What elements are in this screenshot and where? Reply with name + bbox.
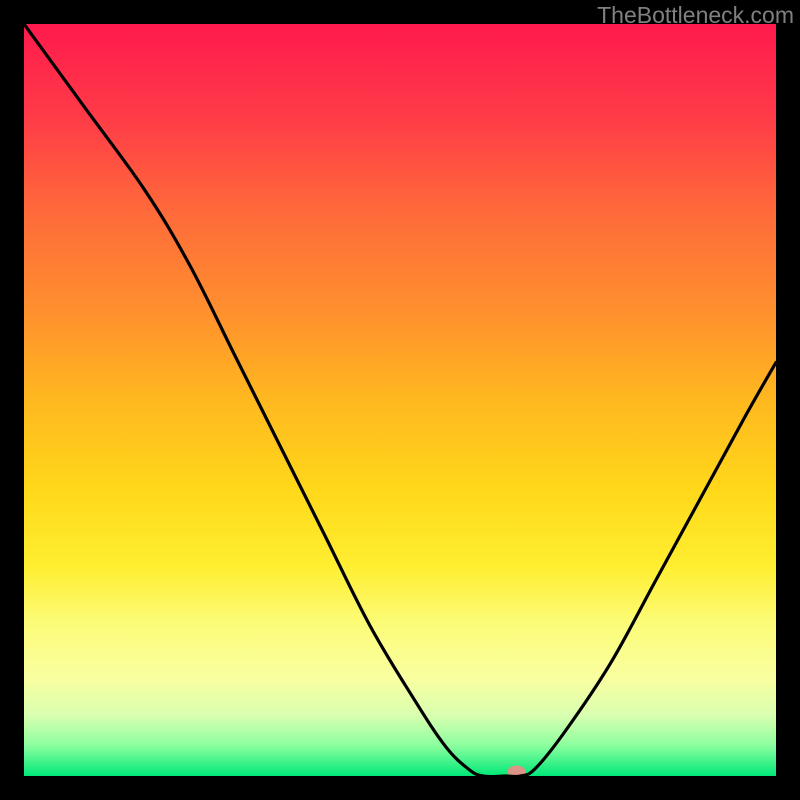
chart-container xyxy=(24,24,776,776)
chart-background xyxy=(24,24,776,776)
watermark-text: TheBottleneck.com xyxy=(597,2,794,29)
bottleneck-chart xyxy=(24,24,776,776)
